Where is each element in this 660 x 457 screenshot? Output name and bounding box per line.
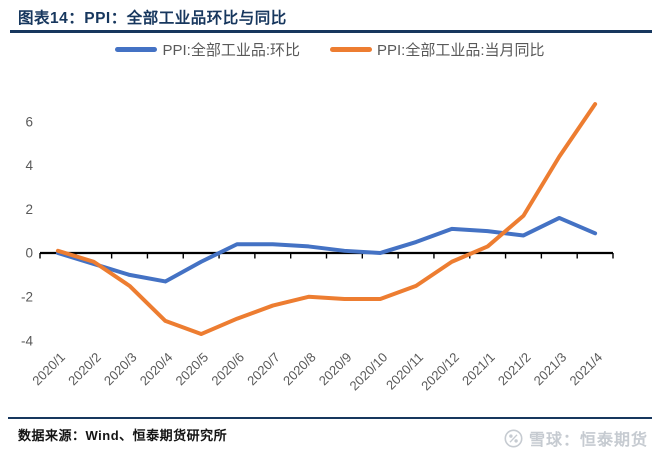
legend: PPI:全部工业品:环比 PPI:全部工业品:当月同比 [0,39,660,60]
legend-item-yoy: PPI:全部工业品:当月同比 [330,39,545,60]
y-tick-label: -2 [21,290,33,305]
x-tick-label: 2020/6 [208,350,247,389]
xueqiu-logo-icon [504,429,523,447]
y-tick-label: 0 [25,246,33,261]
line-chart-canvas: 6420-2-42020/12020/22020/32020/42020/520… [21,102,614,394]
series-line-mom [55,215,598,284]
footer-divider [8,417,652,419]
x-tick-label: 2021/2 [495,350,534,389]
y-tick-label: 6 [25,114,33,129]
watermark-text: 雪球：恒泰期货 [528,432,648,449]
x-tick-label: 2020/10 [346,350,390,394]
y-tick-label: -4 [21,333,33,348]
y-tick-label: 2 [25,202,33,217]
legend-marker-mom [115,47,158,52]
x-tick-label: 2020/7 [244,350,283,389]
x-tick-label: 2021/3 [531,350,570,389]
line-chart: 6 4 2 0 -2 -4 2020/1 2020/2 2020/3 2020/4 2020/5 20… [0,70,660,415]
legend-label-yoy: PPI:全部工业品:当月同比 [377,42,545,59]
series-line-yoy [55,102,598,337]
x-tick-label: 2020/11 [383,350,426,393]
x-tick-label: 2020/5 [173,350,212,389]
title-divider [10,30,652,33]
legend-item-mom: PPI:全部工业品:环比 [115,39,300,60]
watermark: 雪球：恒泰期货 [504,426,648,450]
figure-title: 图表14：PPI：全部工业品环比与同比 [18,10,287,27]
x-tick-label: 2020/12 [418,350,462,394]
x-tick-label: 2021/4 [566,350,605,389]
x-tick-label: 2020/2 [65,350,104,389]
x-tick-label: 2020/4 [137,350,176,389]
legend-marker-yoy [330,47,372,52]
data-source: 数据来源：Wind、恒泰期货研究所 [18,428,228,443]
x-tick-label: 2021/1 [459,350,498,389]
x-tick-label: 2020/3 [101,350,140,389]
x-tick-label: 2020/1 [29,350,68,389]
x-tick-label: 2020/8 [280,350,319,389]
y-tick-label: 4 [25,158,33,173]
legend-label-mom: PPI:全部工业品:环比 [162,42,300,59]
